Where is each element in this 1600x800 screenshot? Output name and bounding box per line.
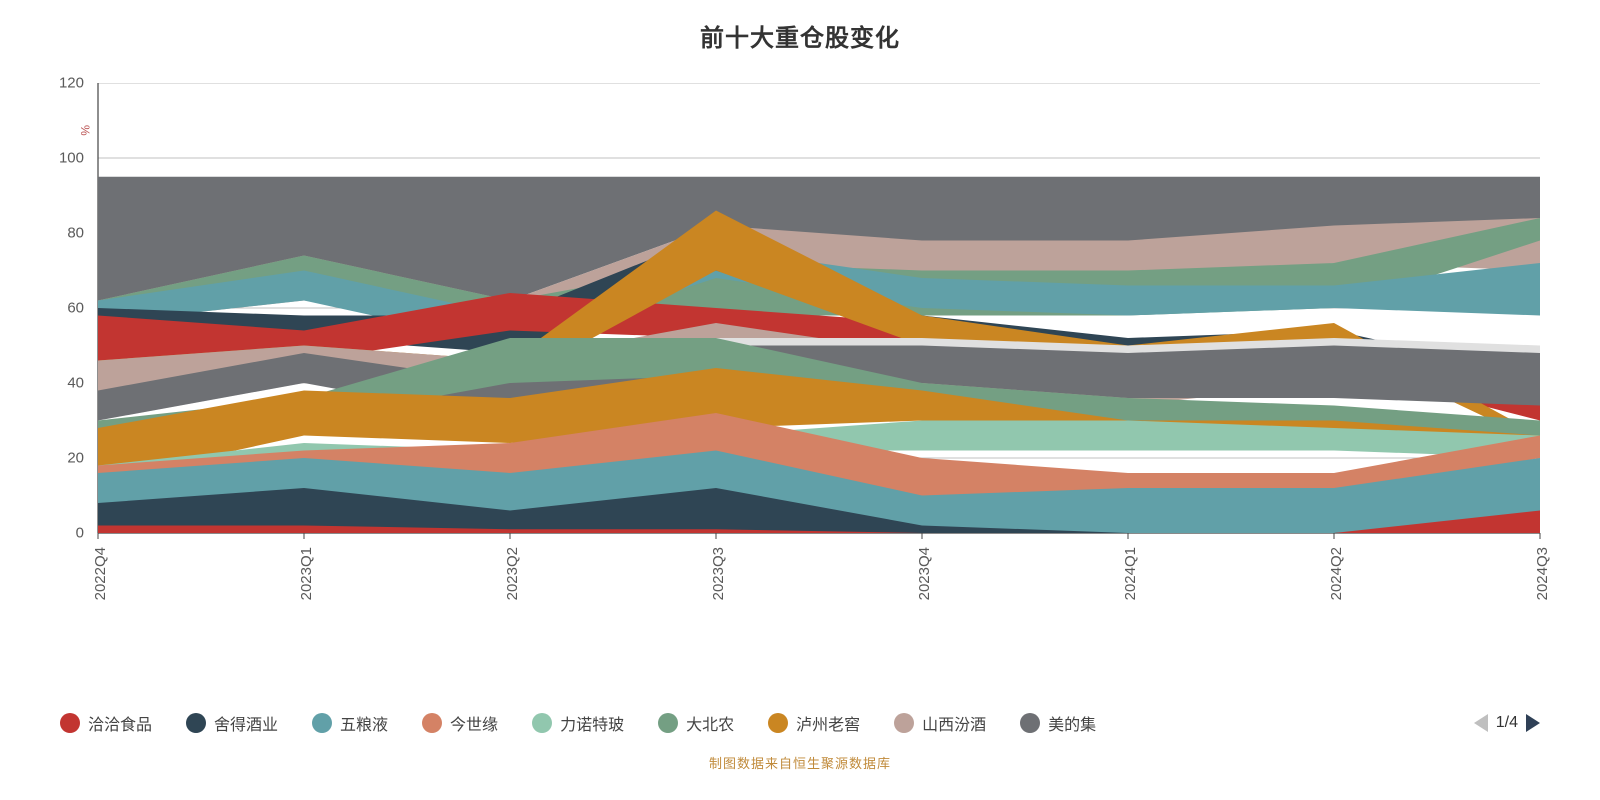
legend-item[interactable]: 美的集 [1020,711,1096,735]
legend-item[interactable]: 五粮液 [312,711,388,735]
legend-item[interactable]: 力诺特玻 [532,711,624,735]
y-tick-label: 80 [50,225,90,242]
legend: 洽洽食品 舍得酒业 五粮液 今世缘 力诺特玻 大北农 泸州老窖 山西汾酒 美的集 1/4 [0,711,1600,735]
legend-item[interactable]: 舍得酒业 [186,711,278,735]
legend-label: 洽洽食品 [88,711,152,735]
pager-next-icon[interactable] [1526,714,1540,732]
legend-swatch [768,713,788,733]
legend-label: 五粮液 [340,711,388,735]
y-tick-label: 0 [50,525,90,542]
x-tick-label: 2023Q1 [298,547,315,600]
legend-label: 山西汾酒 [922,711,986,735]
legend-item[interactable]: 洽洽食品 [60,711,152,735]
legend-label: 泸州老窖 [796,711,860,735]
footer-note: 制图数据来自恒生聚源数据库 [0,753,1600,772]
y-tick-label: 60 [50,300,90,317]
legend-swatch [532,713,552,733]
x-tick-label: 2023Q4 [916,547,933,600]
y-tick-label: 20 [50,450,90,467]
x-tick-label: 2024Q2 [1328,547,1345,600]
legend-label: 大北农 [686,711,734,735]
chart-title: 前十大重仓股变化 [0,0,1600,53]
legend-pager: 1/4 [1474,714,1540,732]
stacked-area-plot [50,83,1550,623]
legend-swatch [312,713,332,733]
legend-item[interactable]: 泸州老窖 [768,711,860,735]
x-tick-label: 2024Q3 [1534,547,1551,600]
y-tick-label: 100 [50,150,90,167]
pager-text: 1/4 [1496,714,1518,732]
legend-swatch [1020,713,1040,733]
y-tick-label: 40 [50,375,90,392]
legend-swatch [422,713,442,733]
legend-swatch [186,713,206,733]
legend-swatch [658,713,678,733]
x-tick-label: 2024Q1 [1122,547,1139,600]
legend-label: 力诺特玻 [560,711,624,735]
x-tick-label: 2023Q3 [710,547,727,600]
legend-label: 舍得酒业 [214,711,278,735]
x-tick-label: 2023Q2 [504,547,521,600]
chart-area: % 0204060801001202022Q42023Q12023Q22023Q… [50,83,1550,623]
y-tick-label: 120 [50,75,90,92]
legend-swatch [894,713,914,733]
legend-item[interactable]: 今世缘 [422,711,498,735]
x-tick-label: 2022Q4 [92,547,109,600]
legend-item[interactable]: 山西汾酒 [894,711,986,735]
pager-prev-icon[interactable] [1474,714,1488,732]
legend-swatch [60,713,80,733]
legend-label: 今世缘 [450,711,498,735]
legend-item[interactable]: 大北农 [658,711,734,735]
legend-label: 美的集 [1048,711,1096,735]
